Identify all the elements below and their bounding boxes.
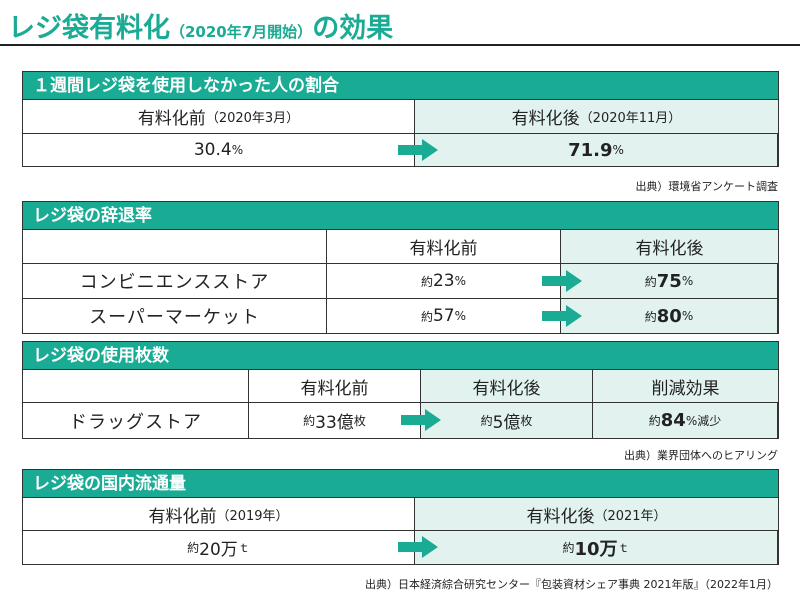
source-note: 出典）業界団体へのヒアリング bbox=[624, 449, 778, 462]
effect-value: 約 84 %減少 bbox=[593, 403, 778, 438]
effect-header: 削減効果 bbox=[593, 370, 778, 402]
header-row: 有料化前 （2019年） 有料化後 （2021年） bbox=[23, 498, 778, 531]
after-value: 約 5億枚 bbox=[421, 403, 593, 438]
section-title: レジ袋の辞退率 bbox=[23, 202, 778, 230]
after-header: 有料化後 bbox=[421, 370, 593, 402]
source-note: 出典）日本経済綜合研究センター『包装資材シェア事典 2021年版』（2022年1… bbox=[365, 578, 778, 591]
after-date: （2021年） bbox=[594, 508, 667, 524]
header-row: 有料化前 有料化後 削減効果 bbox=[23, 370, 778, 403]
row-label: ドラッグストア bbox=[23, 403, 249, 438]
before-value: 約 33億枚 bbox=[249, 403, 421, 438]
value-row: 30.4% 71.9% bbox=[23, 134, 778, 166]
header-row: 有料化前 有料化後 bbox=[23, 230, 778, 264]
before-value: 約 23% bbox=[327, 264, 561, 298]
after-header: 有料化後 bbox=[561, 230, 778, 263]
after-header: 有料化後 （2021年） bbox=[415, 498, 778, 530]
after-date: （2020年11月） bbox=[579, 111, 682, 126]
arrow-right-icon bbox=[542, 270, 582, 292]
before-header: 有料化前 （2019年） bbox=[23, 498, 415, 530]
before-date: （2020年3月） bbox=[205, 111, 300, 126]
source-note: 出典）環境省アンケート調査 bbox=[635, 180, 778, 193]
before-value: 約 20万 ｔ bbox=[23, 531, 415, 564]
before-header: 有料化前 bbox=[327, 230, 561, 263]
after-value: 71.9% bbox=[415, 134, 778, 166]
section-no-bag-ratio: １週間レジ袋を使用しなかった人の割合 有料化前 （2020年3月） 有料化後 （20… bbox=[22, 71, 779, 167]
section-title: レジ袋の国内流通量 bbox=[23, 470, 778, 498]
table-row: スーパーマーケット 約 57% 約 80% bbox=[23, 299, 778, 333]
before-value: 30.4% bbox=[23, 134, 415, 166]
arrow-right-icon bbox=[542, 305, 582, 327]
title-bar: レジ袋有料化（2020年7月開始）の効果 bbox=[0, 0, 800, 46]
section-title: レジ袋の使用枚数 bbox=[23, 342, 778, 370]
page-title-period: （2020年7月開始） bbox=[170, 23, 313, 41]
after-value: 約 10万 ｔ bbox=[415, 531, 778, 564]
before-header: 有料化前 bbox=[249, 370, 421, 402]
section-decline-rate: レジ袋の辞退率 有料化前 有料化後 コンビニエンスストア 約 23% 約 75% ス… bbox=[22, 201, 779, 334]
blank-header bbox=[23, 230, 327, 263]
blank-header bbox=[23, 370, 249, 402]
row-label: コンビニエンスストア bbox=[23, 264, 327, 298]
section-domestic-distribution: レジ袋の国内流通量 有料化前 （2019年） 有料化後 （2021年） 約 20万 ｔ … bbox=[22, 469, 779, 565]
after-header: 有料化後 （2020年11月） bbox=[415, 100, 778, 133]
after-value: 約 80% bbox=[561, 299, 778, 333]
after-value: 約 75% bbox=[561, 264, 778, 298]
page-title-tail: の効果 bbox=[312, 13, 394, 44]
before-date: （2019年） bbox=[216, 508, 289, 524]
section-title: １週間レジ袋を使用しなかった人の割合 bbox=[23, 72, 778, 100]
value-row: 約 20万 ｔ 約 10万 ｔ bbox=[23, 531, 778, 564]
table-row: コンビニエンスストア 約 23% 約 75% bbox=[23, 264, 778, 299]
arrow-right-icon bbox=[398, 536, 438, 558]
arrow-right-icon bbox=[401, 409, 441, 431]
header-row: 有料化前 （2020年3月） 有料化後 （2020年11月） bbox=[23, 100, 778, 134]
arrow-right-icon bbox=[398, 139, 438, 161]
table-row: ドラッグストア 約 33億枚 約 5億枚 約 84 %減少 bbox=[23, 403, 778, 438]
page-title: レジ袋有料化（2020年7月開始）の効果 bbox=[8, 13, 394, 44]
row-label: スーパーマーケット bbox=[23, 299, 327, 333]
title-divider bbox=[0, 44, 800, 46]
before-header: 有料化前 （2020年3月） bbox=[23, 100, 415, 133]
before-value: 約 57% bbox=[327, 299, 561, 333]
